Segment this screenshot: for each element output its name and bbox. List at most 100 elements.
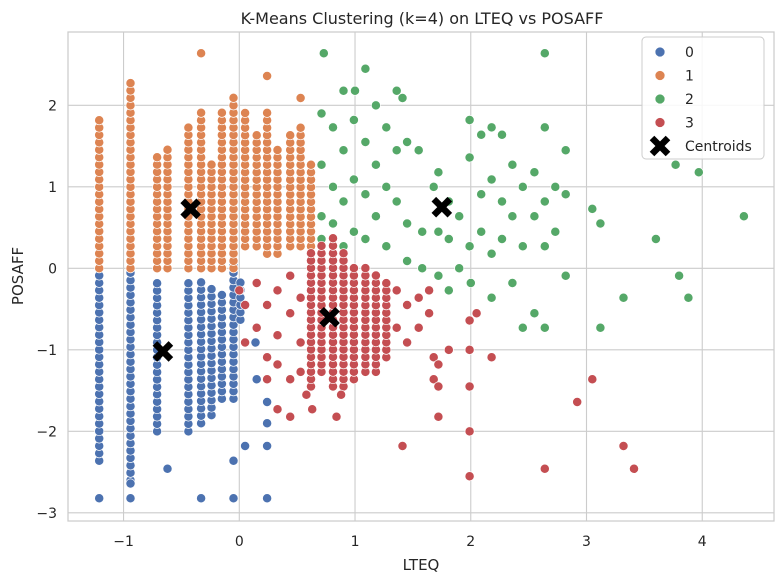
data-point	[464, 241, 475, 252]
data-point	[595, 322, 606, 333]
data-point	[262, 71, 273, 81]
x-tick-label: 3	[582, 534, 591, 550]
data-point	[228, 455, 239, 466]
data-point	[539, 322, 550, 333]
data-point	[228, 92, 239, 103]
data-point	[454, 211, 465, 222]
data-point	[240, 337, 251, 348]
legend-centroid-marker	[649, 135, 671, 157]
legend-label: 3	[685, 116, 694, 132]
data-point	[464, 152, 475, 163]
y-tick-label: −2	[36, 424, 57, 440]
data-point	[381, 241, 392, 252]
data-point	[251, 374, 262, 385]
data-point	[529, 167, 540, 178]
data-point	[486, 174, 497, 185]
data-point	[348, 115, 359, 125]
data-point	[471, 308, 482, 319]
data-point	[497, 196, 507, 207]
centroid-marker-stroke	[180, 198, 201, 220]
data-point	[550, 181, 561, 192]
data-point	[295, 93, 306, 103]
data-point	[486, 248, 497, 259]
data-point	[152, 152, 163, 163]
data-point	[370, 211, 381, 222]
data-point	[285, 411, 296, 422]
data-point	[476, 226, 487, 237]
data-point	[216, 107, 227, 118]
data-point	[262, 441, 273, 451]
data-point	[381, 181, 392, 192]
data-point	[476, 189, 487, 200]
x-tick-label: 1	[351, 534, 360, 550]
data-point	[464, 315, 475, 326]
centroid-markers	[152, 196, 453, 362]
data-point	[316, 159, 327, 170]
data-point	[196, 48, 207, 59]
centroid-marker-stroke	[319, 306, 340, 328]
data-point	[370, 100, 381, 111]
data-point	[670, 159, 681, 170]
data-point	[486, 352, 497, 363]
data-point	[125, 78, 136, 89]
data-point	[348, 174, 359, 185]
data-point	[391, 85, 402, 96]
data-point	[338, 196, 349, 207]
data-point	[464, 115, 475, 125]
data-point	[738, 211, 749, 222]
data-point	[560, 145, 571, 156]
data-point	[443, 344, 454, 355]
data-point	[433, 359, 444, 370]
data-point	[391, 285, 402, 296]
x-tick-labels: −1 0 1 2 3 4	[113, 534, 707, 550]
data-point	[413, 322, 424, 333]
data-point	[262, 374, 273, 385]
legend-label: Centroids	[685, 139, 752, 155]
data-point	[234, 285, 245, 296]
data-point	[152, 278, 163, 289]
y-tick-label: −1	[36, 343, 57, 359]
data-point	[428, 374, 439, 385]
data-point	[183, 278, 194, 289]
data-point	[360, 189, 371, 200]
data-point	[348, 226, 359, 237]
legend-label: 2	[685, 92, 694, 108]
data-point	[587, 203, 598, 214]
legend-marker	[654, 46, 666, 58]
data-points	[94, 48, 749, 504]
data-point	[250, 337, 261, 348]
data-point	[251, 278, 262, 288]
data-point	[316, 108, 327, 119]
data-point	[443, 234, 454, 244]
data-point	[272, 145, 283, 155]
data-point	[402, 256, 413, 266]
data-point	[262, 418, 273, 429]
centroid-marker-stroke	[152, 341, 174, 362]
data-point	[497, 129, 507, 140]
data-point	[240, 441, 251, 451]
data-point	[486, 122, 497, 133]
centroid-marker	[152, 341, 174, 362]
data-point	[285, 308, 296, 319]
data-point	[272, 359, 283, 370]
data-point	[397, 441, 408, 451]
legend: 0 1 2 3 Centroids	[641, 36, 765, 160]
centroid-marker	[319, 306, 340, 328]
data-point	[285, 130, 296, 141]
data-point	[262, 300, 273, 310]
data-point	[125, 478, 136, 489]
data-point	[402, 300, 413, 310]
data-point	[683, 292, 694, 303]
data-point	[381, 278, 392, 289]
data-point	[417, 226, 428, 237]
y-tick-labels: −3 −2 −1 0 1 2	[36, 98, 57, 521]
data-point	[539, 196, 550, 207]
data-point	[162, 144, 173, 155]
data-point	[433, 411, 444, 422]
y-tick-label: 1	[48, 180, 57, 196]
data-point	[693, 167, 704, 178]
legend-marker	[654, 70, 666, 81]
data-point	[360, 137, 371, 147]
data-point	[539, 48, 550, 59]
